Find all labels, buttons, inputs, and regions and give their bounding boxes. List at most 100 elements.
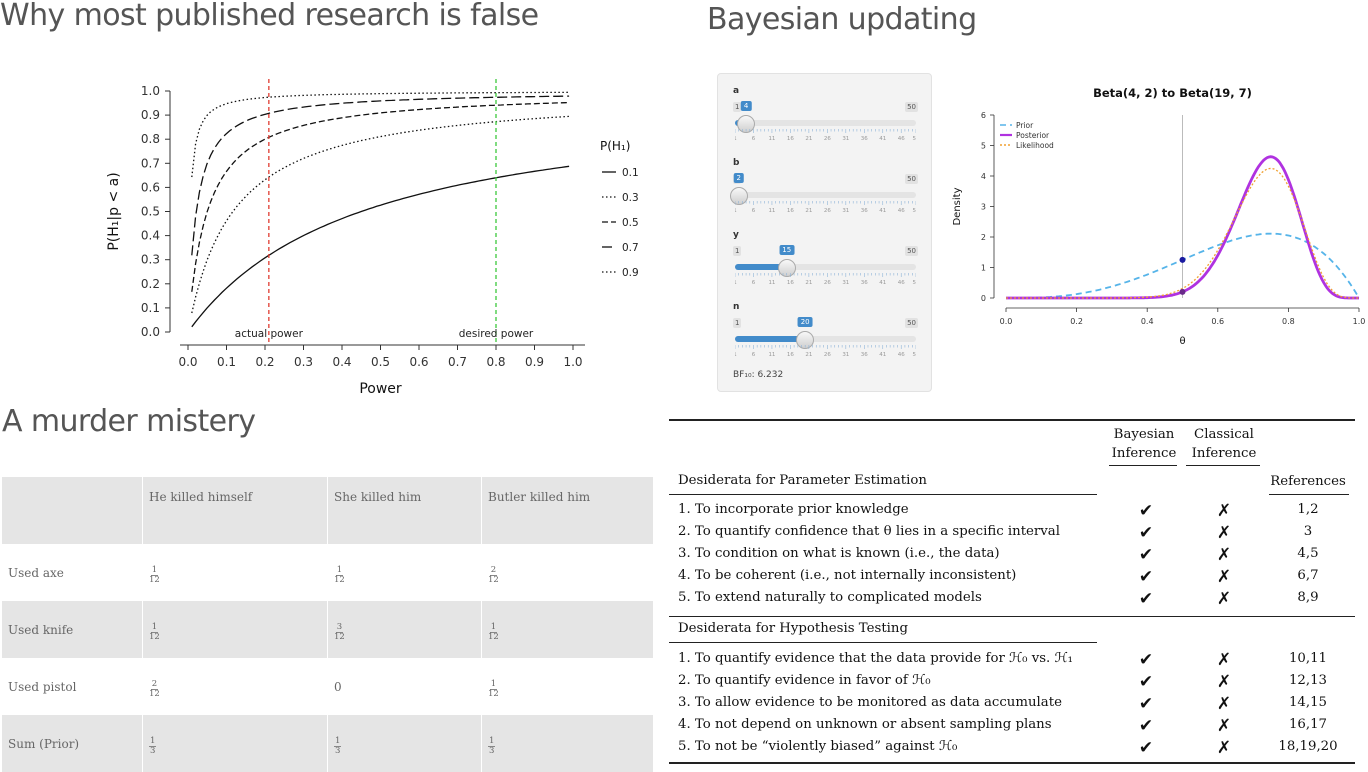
slider-b[interactable]: b150216111621263136414650 [729, 158, 918, 218]
fraction: 1 12 [149, 564, 160, 585]
cross-icon: ✗ [1216, 650, 1232, 670]
desiderata-table: Bayesian Inference Classical Inference R… [669, 419, 1355, 765]
section-rule [669, 616, 1355, 617]
x-tick-label: 0.4 [1141, 317, 1154, 326]
x-tick-label: 0.6 [409, 355, 428, 369]
power-axes: 0.0 0.1 0.2 0.3 0.4 0.5 0.6 0.7 0.8 0.9 1.0 0.0 0.1 0… [106, 84, 585, 397]
slider-tick-label: 6 [752, 352, 756, 358]
desideratum-text: 3. To condition on what is known (i.e., … [678, 546, 1000, 561]
y-tick-label: 1.0 [141, 84, 160, 98]
slider-tick-label: 1 [735, 352, 737, 358]
slider-value: 20 [797, 317, 813, 327]
slider-tick-label: 26 [824, 352, 831, 358]
fraction-denominator: 12 [334, 574, 345, 585]
legend-label: 0.1 [622, 167, 639, 179]
series-line-0.1 [191, 165, 570, 328]
slider-ticks: 16111621263136414650 [735, 201, 916, 214]
series-line-0.9 [191, 91, 570, 178]
check-icon: ✔ [1138, 567, 1154, 587]
fraction-numerator: 1 [150, 564, 159, 576]
slider-tick-label: 16 [787, 136, 794, 142]
slider-tick-label: 6 [752, 136, 756, 142]
slider-handle[interactable] [729, 187, 748, 205]
y-tick-label: 0.6 [141, 180, 160, 194]
fraction-numerator: 1 [335, 564, 344, 576]
table-cell: 0 [327, 658, 482, 715]
cross-icon: ✗ [1216, 694, 1232, 714]
slider-label: b [733, 158, 740, 168]
x-tick-label: 0.6 [1211, 317, 1224, 326]
table-header-row: He killed himself She killed him Butler … [2, 477, 654, 544]
check-icon: ✔ [1138, 523, 1154, 543]
slider-max: 50 [905, 174, 918, 184]
cross-icon: ✗ [1216, 523, 1232, 543]
slider-a[interactable]: a150416111621263136414650 [733, 86, 918, 146]
fraction: 1 12 [488, 679, 499, 699]
fraction: 2 12 [488, 565, 499, 585]
legend-label: 0.7 [622, 242, 639, 254]
slider-y[interactable]: y1501516111621263136414650 [733, 230, 918, 290]
vline-label: actual power [235, 328, 304, 340]
reference-cell: 3 [1303, 524, 1313, 539]
slider-tick-label: 6 [752, 208, 756, 214]
fraction: 1 12 [488, 622, 499, 642]
desideratum-text: 5. To not be “violently biased” against … [678, 739, 958, 754]
y-tick-label: 6 [981, 111, 986, 120]
bayes-col-rule [1109, 465, 1177, 466]
y-tick-label: 5 [981, 142, 986, 151]
reference-cell: 4,5 [1297, 546, 1319, 561]
series-line-0.3 [191, 115, 570, 314]
table-cell: 1 12 [481, 601, 654, 658]
slider-tick-label: 11 [768, 352, 775, 358]
x-tick-label: 0.0 [1000, 317, 1013, 326]
table-cell: 2 12 [481, 544, 654, 601]
slider-track[interactable] [735, 115, 916, 133]
classical-col-header-2: Inference [1191, 446, 1257, 461]
check-icon: ✔ [1138, 672, 1154, 692]
slider-max: 50 [905, 246, 918, 256]
slider-tick-label: 26 [824, 136, 831, 142]
legend-title: P(H₁) [600, 139, 630, 153]
power-chart: 0.0 0.1 0.2 0.3 0.4 0.5 0.6 0.7 0.8 0.9 1.0 0.0 0.1 0… [106, 79, 639, 397]
refs-col-rule [1269, 494, 1349, 495]
slider-track[interactable] [729, 187, 916, 205]
slider-track[interactable] [735, 331, 916, 349]
slider-label: y [733, 230, 739, 240]
y-tick-label: 2 [981, 233, 986, 242]
desideratum-text: 4. To not depend on unknown or absent sa… [678, 717, 1052, 732]
slider-track[interactable] [735, 259, 916, 277]
classical-col-header-1: Classical [1194, 427, 1254, 442]
fraction: 1 12 [334, 564, 345, 585]
fraction-denominator: 3 [489, 745, 495, 756]
legend-label: 0.5 [622, 217, 639, 229]
slider-tick-label: 41 [879, 352, 886, 358]
density-line-likelihood [1006, 167, 1359, 299]
x-axis-title: θ [1179, 336, 1185, 347]
density-point [1179, 256, 1186, 263]
slider-handle[interactable] [777, 259, 796, 277]
reference-cell: 6,7 [1297, 568, 1319, 583]
slider-tick-label: 11 [768, 208, 775, 214]
reference-cell: 8,9 [1297, 590, 1319, 605]
reference-cell: 18,19,20 [1278, 739, 1338, 754]
fraction-denominator: 12 [149, 574, 160, 585]
x-tick-label: 0.0 [178, 355, 197, 369]
desideratum-text: 2. To quantify confidence that θ lies in… [678, 524, 1060, 539]
legend-label: Likelihood [1016, 141, 1054, 150]
cross-icon: ✗ [1216, 589, 1232, 609]
slider-fill [735, 336, 806, 342]
slider-tick-label: 21 [805, 136, 812, 142]
cross-icon: ✗ [1216, 545, 1232, 565]
check-icon: ✔ [1138, 589, 1154, 609]
table-row: Used axe 1 12 1 12 2 12 [2, 544, 654, 601]
slider-handle[interactable] [737, 115, 756, 133]
slider-n[interactable]: n1502016111621263136414650 [733, 302, 918, 362]
slider-handle[interactable] [796, 331, 815, 349]
slider-min: 1 [733, 318, 742, 328]
slider-tick-label: 36 [861, 280, 868, 286]
slider-tick-label: 46 [898, 136, 905, 142]
y-tick-label: 1 [981, 264, 986, 273]
x-axis-title: Power [359, 381, 402, 397]
